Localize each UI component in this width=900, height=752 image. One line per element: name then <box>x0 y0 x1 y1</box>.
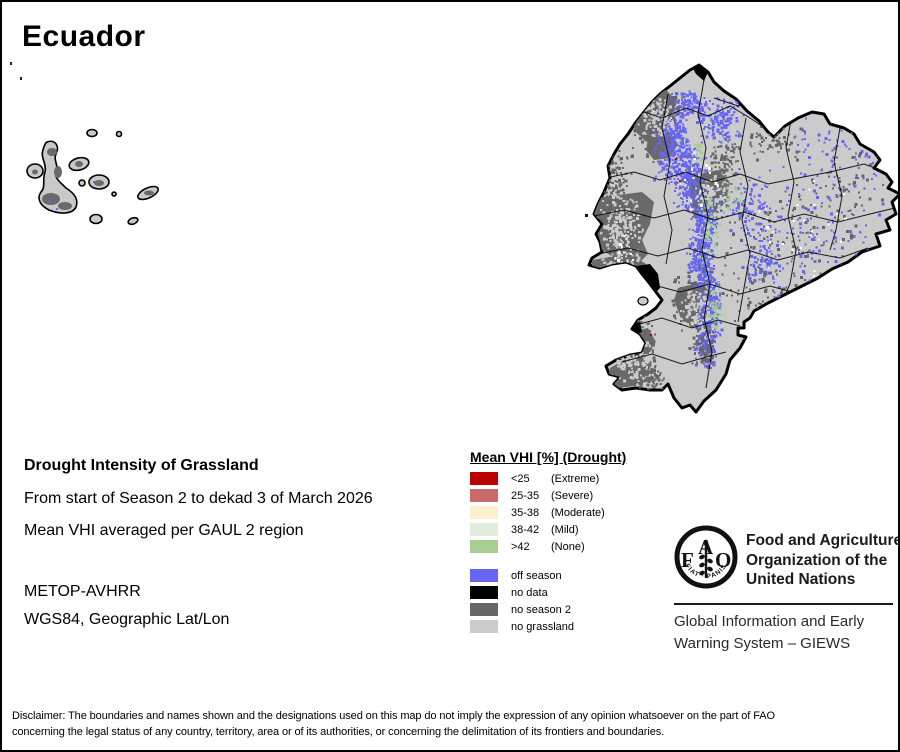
legend-swatch-severe <box>470 489 498 502</box>
island-puna <box>637 296 649 306</box>
disclaimer: Disclaimer: The boundaries and names sho… <box>12 709 775 740</box>
legend-class-row: >42 (None) <box>470 538 626 555</box>
projection-line: WGS84, Geographic Lat/Lon <box>24 611 230 628</box>
legend-swatch-moderate <box>470 506 498 519</box>
legend-status-group: off season no data no season 2 no grassl… <box>470 567 626 635</box>
map-method-line: Mean VHI averaged per GAUL 2 region <box>24 522 304 539</box>
legend-status-row: no season 2 <box>470 601 626 618</box>
legend-range: 25-35 <box>511 489 540 502</box>
map-period-line: From start of Season 2 to dekad 3 of Mar… <box>24 490 373 507</box>
fao-letter-o: O <box>715 548 731 572</box>
legend-swatch-no-season2 <box>470 603 498 616</box>
island-pinta <box>86 128 98 138</box>
galapagos-islands <box>26 128 159 226</box>
map-legend: Mean VHI [%] (Drought) <25 (Extreme) 25-… <box>470 449 626 635</box>
footer-divider <box>674 603 893 605</box>
legend-label: no grassland <box>511 620 574 633</box>
legend-label: (Moderate) <box>551 506 605 519</box>
fao-logo: F A O FIAT · PANIS <box>674 525 738 589</box>
island-rabida <box>78 179 86 187</box>
legend-class-row: 38-42 (Mild) <box>470 521 626 538</box>
legend-class-row: <25 (Extreme) <box>470 470 626 487</box>
legend-swatch-none <box>470 540 498 553</box>
legend-range: 38-42 <box>511 523 540 536</box>
giews-name: Global Information and Early Warning Sys… <box>674 611 864 655</box>
legend-range: <25 <box>511 472 530 485</box>
giews-line: Warning System – GIEWS <box>674 635 851 652</box>
wheat-ear-icon <box>699 539 713 578</box>
legend-label: (Severe) <box>551 489 594 502</box>
fao-org-line: Food and Agriculture <box>746 532 900 549</box>
galapagos-no-season-patches <box>32 148 154 210</box>
legend-status-row: off season <box>470 567 626 584</box>
island-espanola <box>127 216 139 226</box>
fao-org-name: Food and Agriculture Organization of the… <box>746 531 900 590</box>
disclaimer-line: Disclaimer: The boundaries and names sho… <box>12 710 775 722</box>
legend-class-group: <25 (Extreme) 25-35 (Severe) 35-38 (Mode… <box>470 470 626 555</box>
galapagos-offseason-dots <box>49 181 95 210</box>
stray-specks <box>10 62 22 80</box>
island-floreana <box>89 213 103 225</box>
legend-label: (None) <box>551 540 585 553</box>
page-title: Ecuador <box>22 20 146 53</box>
legend-class-row: 25-35 (Severe) <box>470 487 626 504</box>
island-marchena <box>115 130 123 138</box>
legend-label: no data <box>511 586 548 599</box>
legend-label: off season <box>511 569 562 582</box>
fao-org-line: Organization of the <box>746 551 888 569</box>
offshore-islet <box>585 214 588 217</box>
legend-title: Mean VHI [%] (Drought) <box>470 449 627 465</box>
giews-line: Global Information and Early <box>674 613 865 630</box>
legend-swatch-extreme <box>470 472 498 485</box>
disclaimer-line: concerning the legal status of any count… <box>12 725 665 738</box>
legend-label: (Extreme) <box>551 472 600 485</box>
legend-swatch-off-season <box>470 569 498 582</box>
sensor-line: METOP-AVHRR <box>24 583 141 600</box>
legend-status-row: no grassland <box>470 618 626 635</box>
legend-status-row: no data <box>470 584 626 601</box>
legend-swatch-no-data <box>470 586 498 599</box>
legend-class-row: 35-38 (Moderate) <box>470 504 626 521</box>
legend-swatch-no-grassland <box>470 620 498 633</box>
legend-swatch-mild <box>470 523 498 536</box>
island-santa-fe <box>111 191 117 197</box>
legend-range: >42 <box>511 540 530 553</box>
legend-range: 35-38 <box>511 506 540 519</box>
fao-letter-f: F <box>681 548 694 572</box>
fao-org-line: United Nations <box>746 571 856 588</box>
map-subject-heading: Drought Intensity of Grassland <box>24 457 259 474</box>
legend-label: no season 2 <box>511 603 571 616</box>
legend-label: (Mild) <box>551 523 579 536</box>
